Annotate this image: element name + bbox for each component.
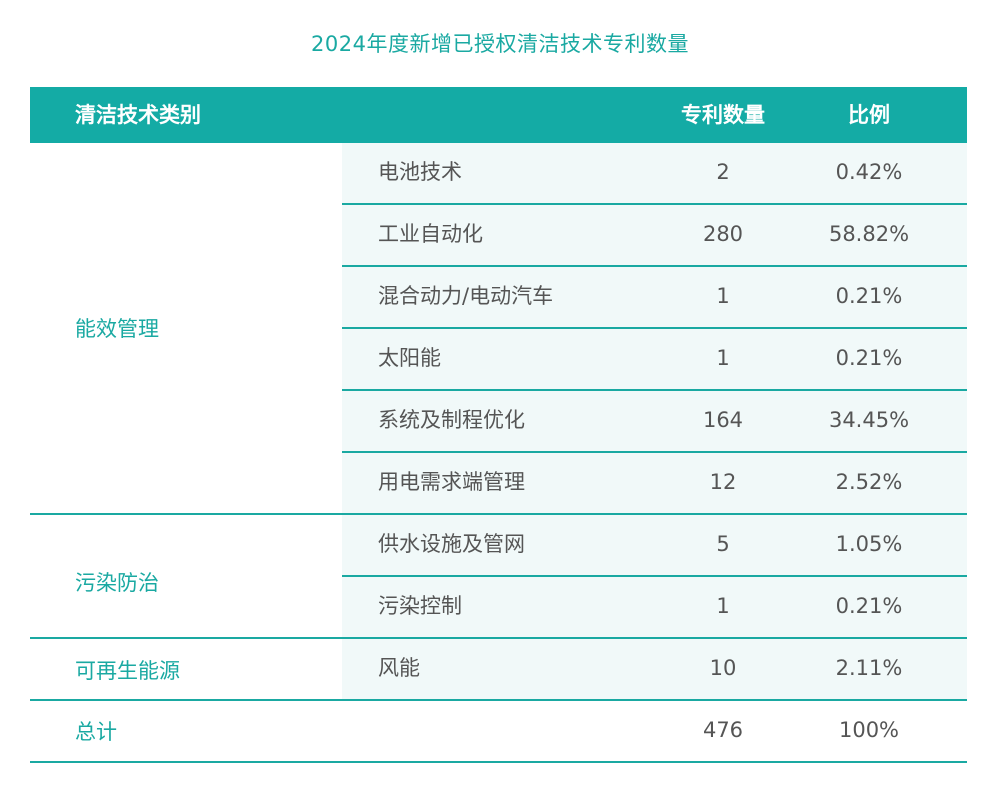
row-ratio: 0.21% — [835, 594, 903, 618]
row-ratio: 2.11% — [835, 656, 903, 680]
row-subcategory: 系统及制程优化 — [378, 408, 525, 432]
row-divider — [342, 327, 967, 329]
row-count: 280 — [702, 222, 744, 246]
total-label: 总计 — [75, 720, 117, 744]
table-header: 清洁技术类别 专利数量 比例 — [30, 87, 967, 143]
row-subcategory: 工业自动化 — [378, 222, 483, 246]
row-ratio: 58.82% — [828, 222, 910, 246]
row-count: 1 — [716, 594, 730, 618]
total-ratio: 100% — [838, 718, 900, 742]
row-divider — [342, 203, 967, 205]
row-divider — [342, 389, 967, 391]
row-count: 12 — [709, 470, 737, 494]
row-count: 164 — [702, 408, 744, 432]
row-ratio: 0.42% — [835, 160, 903, 184]
row-subcategory: 风能 — [378, 656, 420, 680]
row-subcategory: 用电需求端管理 — [378, 470, 525, 494]
group-label-energy-efficiency: 能效管理 — [75, 317, 159, 341]
row-count: 10 — [709, 656, 737, 680]
table-title: 2024年度新增已授权清洁技术专利数量 — [311, 32, 689, 56]
row-count: 1 — [716, 346, 730, 370]
group-divider — [30, 699, 967, 701]
group-label-renewable-energy: 可再生能源 — [75, 659, 180, 683]
row-count: 1 — [716, 284, 730, 308]
row-count: 5 — [716, 532, 730, 556]
row-subcategory: 太阳能 — [378, 346, 441, 370]
group-label-pollution-control: 污染防治 — [75, 571, 159, 595]
row-divider — [342, 451, 967, 453]
row-divider — [342, 265, 967, 267]
row-ratio: 0.21% — [835, 284, 903, 308]
group-divider — [30, 513, 967, 515]
group-divider — [30, 637, 967, 639]
row-count: 2 — [716, 160, 730, 184]
row-divider — [342, 575, 967, 577]
group-background-renewable — [342, 639, 967, 699]
row-subcategory: 电池技术 — [378, 160, 462, 184]
header-ratio: 比例 — [848, 103, 890, 127]
header-category: 清洁技术类别 — [75, 103, 201, 127]
row-ratio: 2.52% — [835, 470, 903, 494]
row-ratio: 34.45% — [828, 408, 910, 432]
table-bottom-border — [30, 761, 967, 763]
row-subcategory: 供水设施及管网 — [378, 532, 525, 556]
row-ratio: 0.21% — [835, 346, 903, 370]
total-count: 476 — [702, 718, 744, 742]
row-ratio: 1.05% — [835, 532, 903, 556]
row-subcategory: 混合动力/电动汽车 — [378, 284, 554, 308]
header-count: 专利数量 — [681, 103, 765, 127]
row-subcategory: 污染控制 — [378, 594, 462, 618]
